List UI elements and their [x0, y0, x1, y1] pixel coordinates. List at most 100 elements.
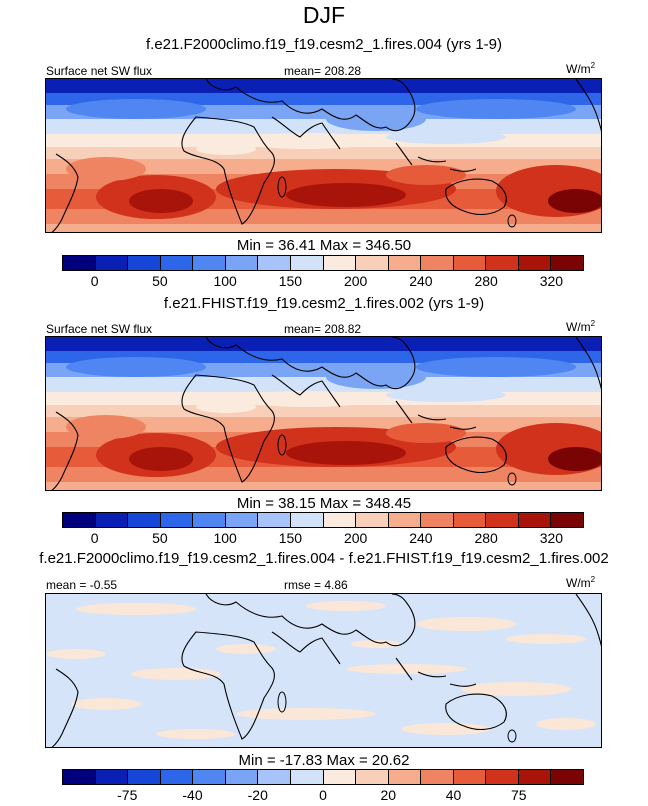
- coastline: [277, 691, 287, 713]
- field-band: [46, 405, 601, 417]
- colorbar-cell: [193, 770, 226, 784]
- coastline: [445, 436, 507, 474]
- colorbar-cell: [160, 770, 194, 784]
- colorbar-tick-label: -75: [117, 787, 138, 803]
- coastline: [181, 116, 275, 225]
- colorbar-cell: [453, 256, 487, 270]
- colorbar-cell: [258, 256, 291, 270]
- colorbar-cell: [356, 513, 389, 527]
- field-max-region: [66, 415, 146, 439]
- field-positive-patch: [351, 640, 401, 648]
- panel3-units: W/m2: [566, 575, 596, 590]
- colorbar-cell: [388, 770, 422, 784]
- colorbar-tick-label: -20: [247, 787, 268, 803]
- field-band: [46, 159, 601, 174]
- coastline: [205, 79, 416, 132]
- coastline: [181, 374, 275, 483]
- coastline: [51, 668, 79, 747]
- colorbar-cell: [128, 256, 161, 270]
- field-band: [46, 337, 601, 351]
- colorbar-cell: [486, 770, 519, 784]
- coastline: [507, 729, 517, 743]
- colorbar-tick-label: 50: [152, 530, 168, 546]
- colorbar-cell: [388, 256, 422, 270]
- coastline: [445, 693, 507, 731]
- colorbar-tick-label: 320: [539, 273, 564, 289]
- field-background: [46, 594, 601, 747]
- field-positive-patch: [131, 668, 221, 680]
- field-low-region: [236, 133, 376, 149]
- colorbar-cell: [128, 513, 161, 527]
- colorbar-tick-label: 50: [152, 273, 168, 289]
- colorbar-cell: [290, 256, 324, 270]
- colorbar-cell: [421, 513, 454, 527]
- panel3-map: [45, 593, 602, 748]
- colorbar-tick-label: 0: [90, 530, 99, 546]
- coastline: [575, 337, 601, 390]
- panel3-map-svg: [46, 594, 601, 747]
- colorbar-cell: [356, 770, 389, 784]
- field-positive-patch: [46, 649, 106, 659]
- colorbar-tick-label: 320: [539, 530, 564, 546]
- colorbar-cell: [160, 256, 194, 270]
- field-max-region: [66, 157, 146, 181]
- field-low-region: [416, 99, 576, 119]
- coastline: [445, 178, 507, 216]
- panel2-colorbar: [62, 512, 584, 528]
- colorbar-tick-label: 200: [343, 530, 368, 546]
- coastline: [277, 434, 287, 456]
- coastline: [277, 176, 287, 198]
- colorbar-cell: [160, 513, 194, 527]
- field-max-region: [386, 165, 466, 185]
- colorbar-cell: [290, 513, 324, 527]
- colorbar-cell: [486, 256, 519, 270]
- field-low-region: [386, 130, 506, 144]
- panel1-mean-label: mean= 208.28: [284, 64, 362, 78]
- field-low-region: [416, 357, 576, 377]
- panel3-minmax: Min = -17.83 Max = 20.62: [238, 752, 410, 769]
- colorbar-tick-label: 0: [90, 273, 99, 289]
- panel2-variable-label: Surface net SW flux: [46, 322, 153, 336]
- field-band: [46, 147, 601, 159]
- colorbar-tick-label: 280: [474, 273, 498, 289]
- coastline: [181, 631, 275, 740]
- colorbar-tick-label: 100: [213, 530, 237, 546]
- figure-title: DJF: [302, 2, 346, 28]
- colorbar-cell: [453, 770, 487, 784]
- colorbar-cell: [551, 513, 583, 527]
- coastline: [271, 116, 341, 150]
- field-positive-patch: [416, 617, 516, 631]
- coastline: [51, 411, 79, 490]
- field-band: [46, 417, 601, 432]
- panel1-map-svg: [46, 79, 601, 232]
- coastline: [271, 374, 341, 408]
- field-positive-patch: [76, 603, 196, 615]
- panel3-rmse-label: rmse = 4.86: [284, 578, 348, 592]
- field-positive-patch: [71, 698, 141, 710]
- panel1-map: [45, 78, 602, 233]
- coastline: [395, 142, 477, 172]
- colorbar-cell: [551, 770, 583, 784]
- field-max-region: [129, 447, 193, 471]
- field-low-region: [386, 388, 506, 402]
- colorbar-cell: [356, 256, 389, 270]
- panel1-colorbar: [62, 255, 584, 271]
- colorbar-cell: [421, 770, 454, 784]
- colorbar-cell: [193, 513, 226, 527]
- colorbar-cell: [421, 256, 454, 270]
- panel2-units: W/m2: [566, 319, 596, 334]
- field-positive-patch: [236, 708, 376, 720]
- field-low-region: [66, 99, 206, 119]
- colorbar-cell: [290, 770, 324, 784]
- colorbar-cell: [323, 513, 357, 527]
- colorbar-cell: [323, 256, 357, 270]
- field-band: [46, 119, 601, 134]
- colorbar-tick-label: 200: [343, 273, 368, 289]
- colorbar-cell: [63, 513, 96, 527]
- colorbar-cell: [63, 770, 96, 784]
- field-max-region: [129, 189, 193, 213]
- coastline: [507, 214, 517, 228]
- panel1-units: W/m2: [566, 61, 596, 76]
- colorbar-cell: [95, 513, 129, 527]
- colorbar-tick-label: 75: [510, 787, 527, 803]
